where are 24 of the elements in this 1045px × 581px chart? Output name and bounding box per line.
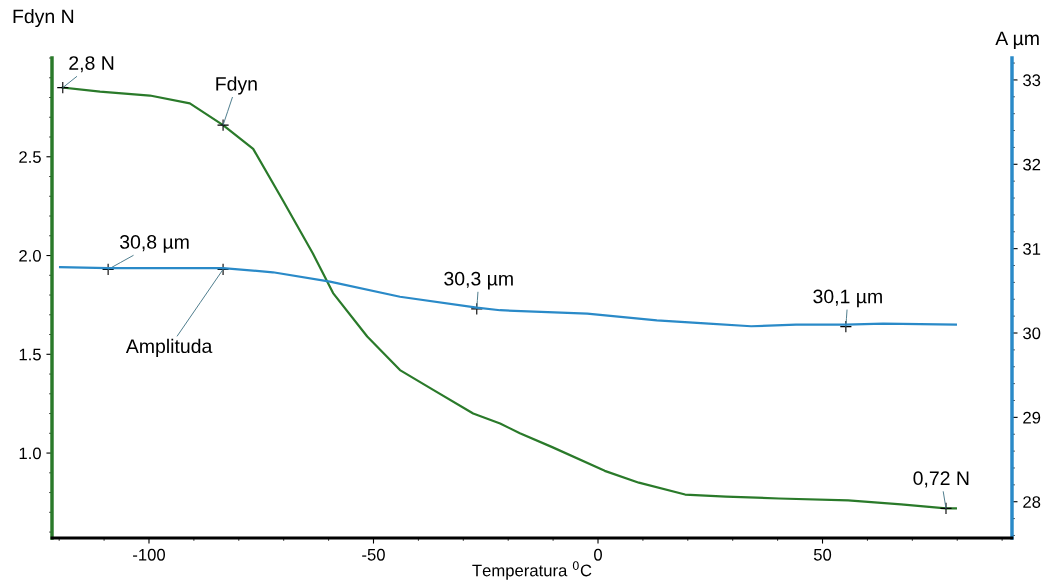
annotation: 30,3 µm xyxy=(444,271,513,290)
y2-tick-label: 33 xyxy=(1023,74,1041,87)
y-axis-title: Fdyn N xyxy=(13,8,74,28)
x-tick-label: -50 xyxy=(362,548,385,561)
annotation: Fdyn xyxy=(216,76,257,95)
y2-tick-label: 30 xyxy=(1023,327,1041,340)
y2-axis-title: A µm xyxy=(995,31,1039,50)
y-tick-label: 1.0 xyxy=(19,447,41,460)
annotation: 0,72 N xyxy=(913,471,969,488)
annotation: 30,1 µm xyxy=(813,289,882,308)
y-tick-label: 1.5 xyxy=(19,348,41,361)
y2-tick-label: 28 xyxy=(1023,496,1041,508)
x-tick-label: 0 xyxy=(594,548,602,561)
y-tick-label: 2.5 xyxy=(19,151,41,163)
x-tick-label: -100 xyxy=(133,548,166,561)
y-tick-label: 2.0 xyxy=(19,249,41,262)
annotation: Amplituda xyxy=(125,338,213,357)
y2-tick-label: 31 xyxy=(1023,243,1041,255)
y2-tick-label: 29 xyxy=(1023,411,1041,424)
y2-tick-label: 32 xyxy=(1023,158,1041,171)
annotation: 2,8 N xyxy=(69,56,114,73)
annotation: 30,8 µm xyxy=(119,235,189,253)
x-axis-title: Temperatura $^{0}$C xyxy=(472,561,592,580)
x-tick-label: 50 xyxy=(813,548,832,561)
